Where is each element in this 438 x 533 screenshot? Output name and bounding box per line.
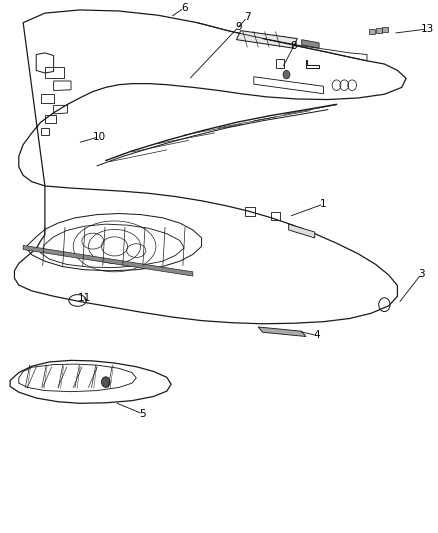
Bar [271,213,280,220]
Bar [276,59,284,68]
Text: 9: 9 [235,22,242,32]
Polygon shape [258,327,306,336]
Text: 10: 10 [93,132,106,142]
Bar [369,29,375,34]
Circle shape [283,70,290,79]
Text: 4: 4 [314,330,320,341]
Polygon shape [237,30,297,48]
Text: 5: 5 [140,409,146,419]
Bar [245,207,254,216]
Polygon shape [23,245,193,276]
Polygon shape [289,224,315,238]
Bar [382,27,389,32]
Text: 11: 11 [78,293,91,303]
Text: 13: 13 [420,24,434,34]
Text: 1: 1 [320,199,327,209]
Text: 8: 8 [290,41,297,51]
Text: 7: 7 [244,12,251,22]
Polygon shape [302,39,319,48]
Text: 6: 6 [181,3,187,13]
Circle shape [102,377,110,387]
Text: 3: 3 [418,269,425,279]
Bar [376,28,382,33]
